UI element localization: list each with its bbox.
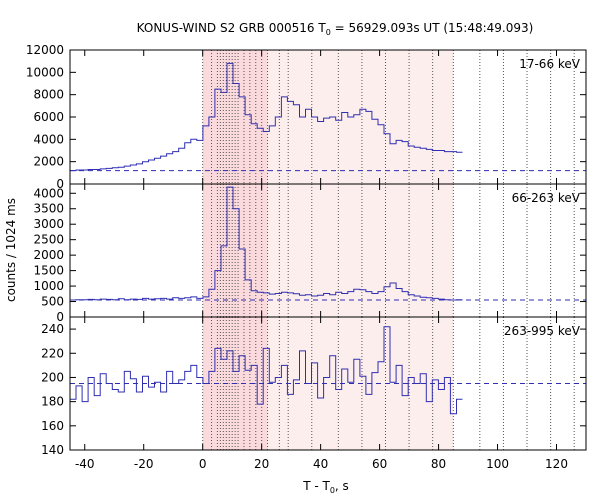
energy-band-label: 17-66 keV	[519, 57, 581, 71]
chart-title-main: KONUS-WIND S2 GRB 000516 T	[137, 21, 327, 35]
y-tick-label: 4000	[33, 132, 64, 146]
y-tick-label: 2000	[33, 248, 64, 262]
lightcurve-series	[70, 186, 463, 301]
chart-title-rest: = 56929.093s UT (15:48:49.093)	[331, 21, 534, 35]
y-tick-label: 4000	[33, 186, 64, 200]
x-axis-label-main: T - T	[302, 479, 330, 493]
x-tick-label: 80	[431, 457, 446, 471]
chart-title-subscript: 0	[326, 28, 331, 37]
shade-light-interval	[267, 184, 454, 317]
chart-title: KONUS-WIND S2 GRB 000516 T0 = 56929.093s…	[137, 21, 534, 37]
y-tick-label: 0	[56, 310, 64, 324]
panel-17-66kev: 0 2000 4000 6000 8000 10000 12000 17-66 keV	[26, 43, 587, 191]
x-axis-label-rest: , s	[335, 479, 349, 493]
x-tick-label: 20	[254, 457, 269, 471]
y-tick-label: 3500	[33, 202, 64, 216]
x-tick-label: -40	[75, 457, 95, 471]
y-axis-label: counts / 1024 ms	[4, 198, 18, 302]
y-tick-label: 220	[41, 346, 64, 360]
y-tick-label: 180	[41, 395, 64, 409]
y-tick-label: 200	[41, 370, 64, 384]
lightcurve-series	[70, 326, 463, 415]
panel-frame	[69, 316, 587, 451]
y-tick-label: 160	[41, 419, 64, 433]
x-axis-label: T - T0, s	[302, 479, 349, 495]
y-tick-label: 1000	[33, 279, 64, 293]
energy-band-label: 66-263 keV	[512, 191, 581, 205]
y-tick-label: 500	[41, 295, 64, 309]
x-tick-label: 40	[313, 457, 328, 471]
y-tick-label: 6000	[33, 110, 64, 124]
panel-263-995kev: 140 160 180 200 220 240 -40 -20 0 20 40 60 80 100 120 2…	[41, 316, 587, 471]
y-tick-label: 8000	[33, 88, 64, 102]
y-tick-label: 3000	[33, 217, 64, 231]
y-tick-label: 2000	[33, 155, 64, 169]
x-tick-label: 60	[372, 457, 387, 471]
y-tick-label: 240	[41, 322, 64, 336]
shade-light-interval	[267, 50, 454, 184]
y-tick-label: 2500	[33, 233, 64, 247]
x-tick-label: 120	[545, 457, 568, 471]
y-tick-label: 10000	[26, 65, 64, 79]
y-tick-label: 140	[41, 443, 64, 457]
x-tick-label: 100	[486, 457, 509, 471]
energy-band-label: 263-995 keV	[504, 324, 581, 338]
y-tick-label: 12000	[26, 43, 64, 57]
x-tick-label: -20	[134, 457, 154, 471]
y-tick-label: 0	[56, 177, 64, 191]
lightcurve-series	[70, 62, 463, 172]
y-tick-label: 1500	[33, 264, 64, 278]
x-tick-label: 0	[199, 457, 207, 471]
x-axis-label-subscript: 0	[330, 486, 335, 495]
